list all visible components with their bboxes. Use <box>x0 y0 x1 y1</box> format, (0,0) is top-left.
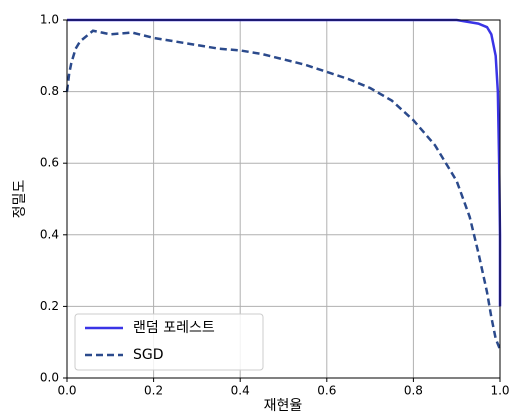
y-tick-label: 0.2 <box>40 299 59 313</box>
x-tick-label: 0.4 <box>231 384 250 398</box>
y-tick-label: 0.8 <box>40 84 59 98</box>
x-tick-label: 1.0 <box>490 384 509 398</box>
legend-label: 랜덤 포레스트 <box>133 320 215 336</box>
x-tick-label: 0.0 <box>57 384 76 398</box>
x-tick-label: 0.6 <box>317 384 336 398</box>
y-tick-label: 0.6 <box>40 156 59 170</box>
plot-frame <box>66 19 501 379</box>
x-tick-label: 0.8 <box>404 384 423 398</box>
y-tick-label: 0.4 <box>40 227 59 241</box>
line-series <box>65 29 502 350</box>
y-axis-label: 정밀도 <box>12 180 28 219</box>
x-tick-label: 0.2 <box>144 384 163 398</box>
x-axis-label: 재현율 <box>264 398 303 414</box>
y-tick-label: 0.0 <box>40 371 59 385</box>
legend-label: SGD <box>133 347 164 363</box>
y-tick-label: 1.0 <box>40 13 59 27</box>
